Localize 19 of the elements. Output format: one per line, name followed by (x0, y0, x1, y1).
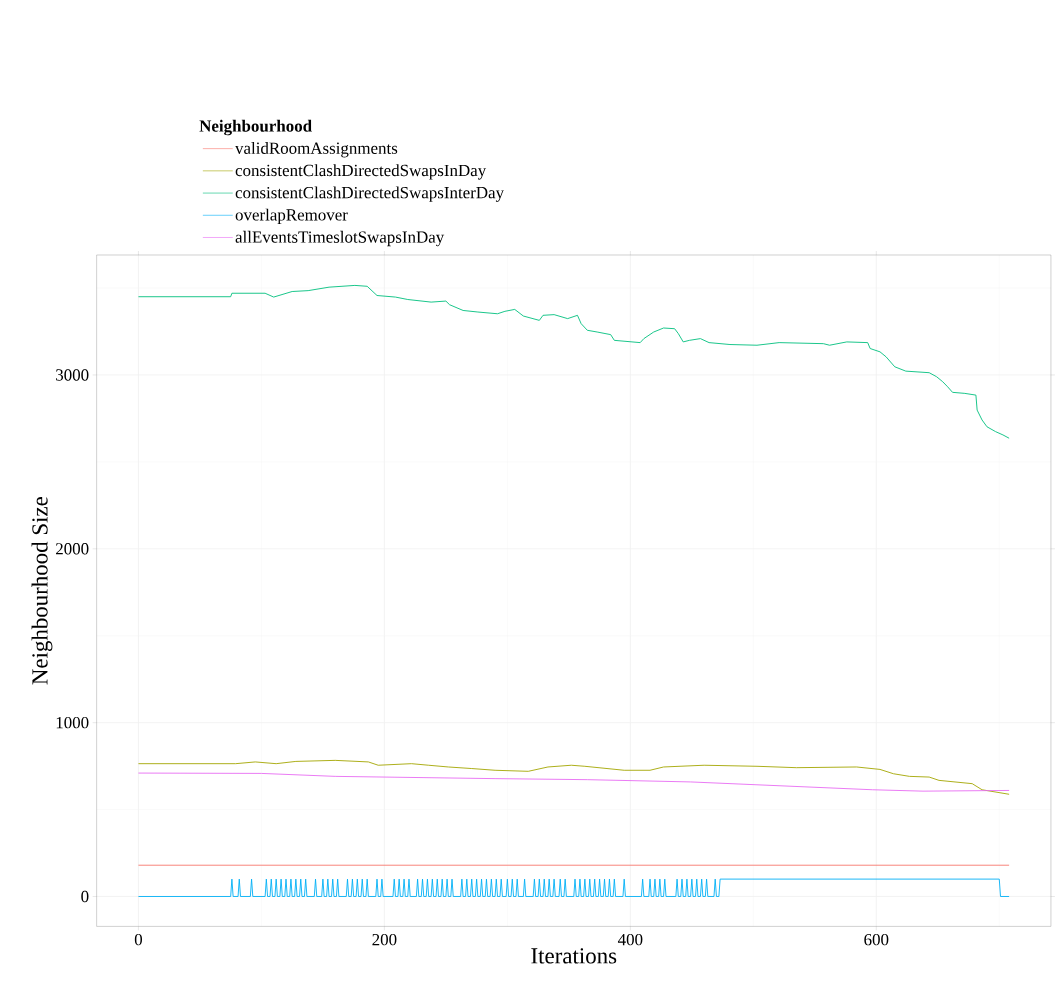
x-tick-label: 0 (134, 933, 143, 946)
y-tick-label: 0 (81, 890, 89, 903)
y-tick-label: 3000 (56, 369, 89, 381)
x-tick-label: 400 (617, 933, 643, 946)
legend-label: allEventsTimeslotSwapsInDay (235, 230, 445, 247)
x-axis-title: Iterations (531, 948, 617, 964)
legend-title: Neighbourhood (199, 119, 312, 136)
legend-label: overlapRemover (235, 208, 348, 224)
legend-label: consistentClashDirectedSwapsInDay (235, 164, 487, 180)
y-tick-label: 2000 (56, 543, 89, 555)
y-axis-title: Neighbourhood Size (31, 496, 53, 685)
y-tick-label: 1000 (56, 716, 89, 729)
legend-label: consistentClashDirectedSwapsInterDay (235, 186, 504, 202)
line-series (137, 284, 1010, 439)
x-tick-label: 200 (372, 933, 397, 946)
legend-label: validRoomAssignments (235, 141, 398, 158)
line-series (137, 772, 1010, 792)
x-tick-label: 600 (864, 933, 889, 946)
line-series (137, 759, 1010, 795)
